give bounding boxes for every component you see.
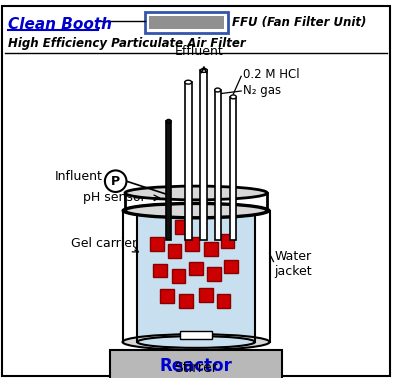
Bar bbox=[207, 267, 220, 281]
Bar bbox=[172, 269, 185, 283]
Text: FFU (Fan Filter Unit): FFU (Fan Filter Unit) bbox=[232, 16, 367, 29]
Bar bbox=[110, 350, 282, 382]
Bar bbox=[189, 262, 203, 275]
Text: pH sensor: pH sensor bbox=[83, 191, 146, 204]
Ellipse shape bbox=[137, 336, 255, 348]
Bar bbox=[145, 11, 228, 33]
Text: Reactor: Reactor bbox=[160, 358, 232, 376]
Text: 0.2 M HCl: 0.2 M HCl bbox=[243, 68, 300, 81]
Text: Clean Booth: Clean Booth bbox=[8, 18, 112, 32]
Ellipse shape bbox=[125, 204, 267, 217]
Bar bbox=[217, 294, 230, 308]
Bar bbox=[153, 264, 167, 277]
Bar bbox=[185, 237, 199, 251]
Ellipse shape bbox=[200, 68, 207, 72]
Ellipse shape bbox=[185, 80, 192, 84]
Ellipse shape bbox=[137, 206, 255, 215]
Text: Water
jacket: Water jacket bbox=[274, 249, 312, 278]
Bar bbox=[204, 242, 218, 256]
Ellipse shape bbox=[122, 203, 270, 219]
Bar bbox=[166, 121, 171, 240]
Bar bbox=[160, 289, 174, 303]
Text: P: P bbox=[111, 175, 120, 188]
Bar bbox=[149, 16, 224, 29]
Bar bbox=[174, 220, 188, 234]
Ellipse shape bbox=[215, 88, 220, 92]
Bar bbox=[230, 97, 236, 240]
Bar bbox=[137, 215, 255, 337]
Text: N₂ gas: N₂ gas bbox=[243, 84, 281, 97]
Bar bbox=[200, 70, 207, 240]
Bar bbox=[150, 237, 164, 251]
Bar bbox=[180, 294, 193, 308]
Bar bbox=[185, 82, 192, 240]
Ellipse shape bbox=[230, 95, 236, 99]
Bar bbox=[220, 234, 234, 248]
Circle shape bbox=[105, 170, 126, 192]
Bar bbox=[199, 288, 213, 302]
Ellipse shape bbox=[122, 334, 270, 350]
Bar bbox=[224, 260, 238, 274]
Text: High Efficiency Particulate Air Filter: High Efficiency Particulate Air Filter bbox=[8, 37, 246, 50]
Text: Gel carrier: Gel carrier bbox=[70, 238, 137, 251]
Bar bbox=[215, 90, 220, 240]
Bar bbox=[180, 331, 212, 339]
Bar bbox=[168, 244, 181, 258]
Text: Stirrer: Stirrer bbox=[174, 361, 218, 376]
Text: Influent: Influent bbox=[55, 170, 103, 183]
Text: Effluent: Effluent bbox=[175, 45, 223, 58]
Ellipse shape bbox=[125, 186, 267, 200]
Ellipse shape bbox=[166, 120, 171, 123]
